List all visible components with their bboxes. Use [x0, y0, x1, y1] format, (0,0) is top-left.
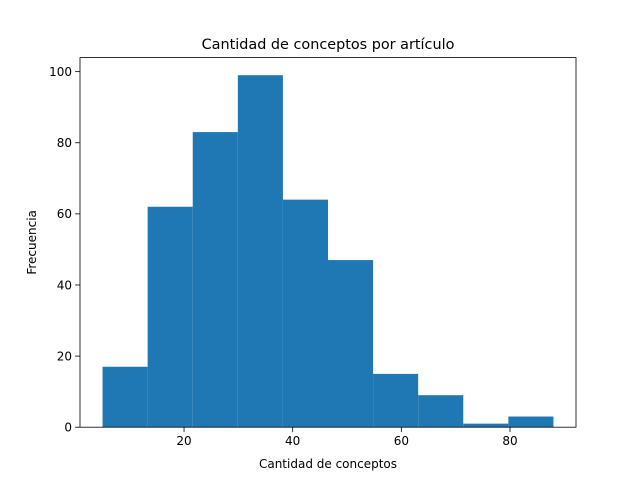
histogram-bar [147, 206, 193, 428]
x-tick-label: 20 [176, 434, 191, 448]
bars-group [102, 75, 554, 428]
histogram-bar [282, 199, 328, 428]
y-tick-label: 40 [57, 278, 72, 292]
axes-frame [79, 57, 577, 428]
x-axis-label: Cantidad de conceptos [259, 457, 397, 471]
histogram-bar [102, 366, 148, 428]
histogram-bar [192, 132, 238, 428]
y-tick-label: 80 [57, 136, 72, 150]
x-tick-label: 80 [502, 434, 517, 448]
histogram-bar [328, 260, 374, 428]
y-tick-label: 0 [64, 421, 72, 435]
x-tick-label: 40 [285, 434, 300, 448]
x-tick-label: 60 [394, 434, 409, 448]
histogram-bar [418, 395, 464, 428]
histogram-bar [373, 373, 419, 428]
y-axis-label: Frecuencia [25, 210, 39, 275]
y-ticks-group: 0 20 40 60 80 100 [49, 65, 80, 435]
y-tick-label: 100 [49, 65, 72, 79]
y-tick-label: 20 [57, 349, 72, 363]
histogram-bar [237, 75, 283, 428]
x-ticks-group: 20 40 60 80 [176, 427, 518, 448]
histogram-bar [508, 416, 554, 428]
histogram-bar [463, 423, 509, 428]
chart-title: Cantidad de conceptos por artículo [202, 37, 455, 53]
y-tick-label: 60 [57, 207, 72, 221]
